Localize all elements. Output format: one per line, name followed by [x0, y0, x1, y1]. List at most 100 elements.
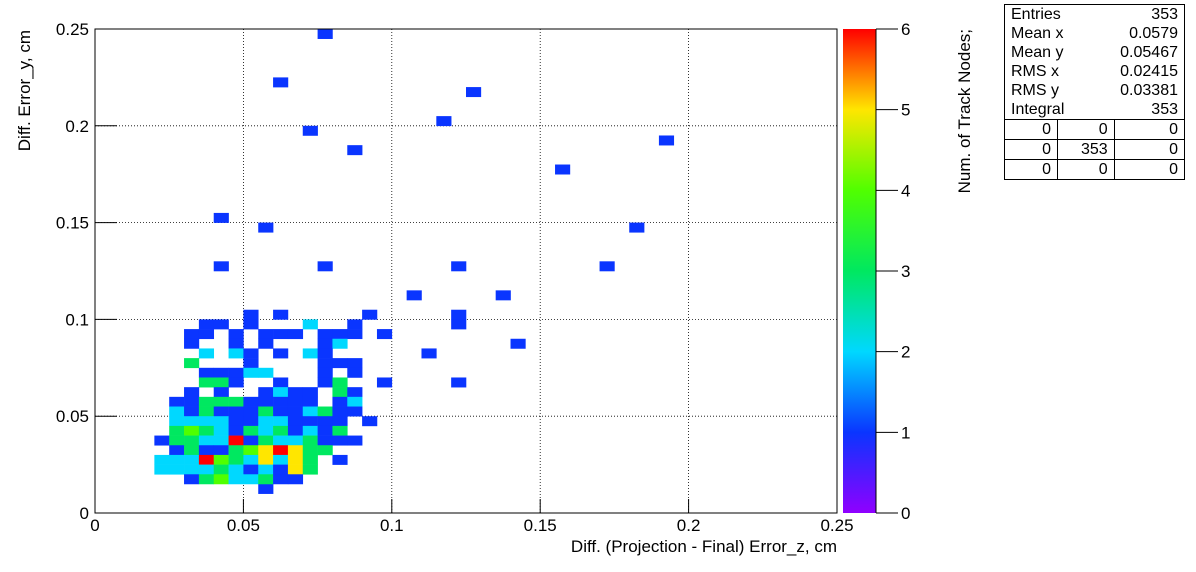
cell: [287, 445, 304, 456]
cell: [228, 406, 244, 417]
cell: [198, 416, 215, 427]
cell: [599, 261, 615, 272]
cell: [154, 454, 170, 465]
cell: [451, 309, 467, 320]
cell: [213, 416, 229, 427]
cell: [317, 367, 333, 378]
stats-grid-cell: 0: [1057, 159, 1115, 180]
chart: Diff. (Projection - Final) Error_z, cm D…: [15, 20, 974, 556]
cell: [184, 416, 200, 427]
cell: [228, 464, 244, 475]
cell: [258, 445, 274, 456]
stats-box: Entries 353 Mean x 0.0579 Mean y 0.05467 RMS x…: [1004, 4, 1186, 180]
cell: [332, 329, 348, 340]
cell: [258, 435, 274, 446]
stats-row: RMS x 0.02415: [1004, 62, 1186, 81]
stats-grid-row: 0 353 0: [1004, 139, 1186, 160]
cell: [347, 387, 363, 398]
cell: [198, 435, 215, 446]
cell: [273, 348, 289, 359]
cell: [213, 435, 229, 446]
cell: [258, 474, 274, 485]
stats-grid-cell: 0: [1113, 119, 1186, 140]
stats-grid-cell: 0: [1004, 139, 1058, 160]
cell: [347, 319, 363, 330]
cell: [302, 125, 318, 136]
cell: [273, 464, 289, 475]
cell: [213, 454, 229, 465]
cell: [495, 290, 511, 301]
cell: [213, 406, 229, 417]
cell: [258, 338, 274, 349]
cell: [184, 396, 200, 407]
cell: [332, 358, 348, 369]
cell: [258, 329, 274, 340]
cell: [243, 396, 259, 407]
x-tick-label: 0: [90, 516, 99, 535]
y-tick-label: 0.25: [56, 20, 89, 39]
cell: [273, 474, 289, 485]
z-tick-label: 3: [901, 262, 910, 281]
stats-row: Mean y 0.05467: [1004, 43, 1186, 62]
cell: [169, 464, 185, 475]
cell: [287, 387, 304, 398]
cell: [332, 396, 348, 407]
cell: [228, 396, 244, 407]
cell: [287, 416, 304, 427]
cell: [287, 425, 304, 436]
cell: [466, 87, 482, 98]
cell: [258, 222, 274, 233]
cell: [347, 329, 363, 340]
cell: [273, 377, 289, 388]
cell: [302, 406, 318, 417]
z-tick-label: 1: [901, 423, 910, 442]
colorbar-title: Num. of Track Nodes;: [955, 29, 974, 193]
cell: [169, 454, 185, 465]
cell: [317, 406, 333, 417]
cell: [213, 212, 229, 223]
cell: [169, 435, 185, 446]
cell: [243, 416, 259, 427]
cell: [258, 396, 274, 407]
z-tick-label: 0: [901, 504, 910, 523]
cell: [213, 425, 229, 436]
cell: [362, 416, 378, 427]
cell: [228, 367, 244, 378]
cell: [451, 377, 467, 388]
cell: [213, 261, 229, 272]
cell: [198, 319, 215, 330]
cell: [198, 329, 215, 340]
cell: [198, 464, 215, 475]
cell: [332, 338, 348, 349]
cell: [273, 406, 289, 417]
cell: [273, 454, 289, 465]
cell: [184, 445, 200, 456]
cell: [273, 77, 289, 88]
cell: [451, 319, 467, 330]
cell: [347, 435, 363, 446]
y-tick-label: 0.2: [65, 117, 89, 136]
cell: [258, 425, 274, 436]
cell: [302, 348, 318, 359]
cell: [287, 406, 304, 417]
cell: [287, 454, 304, 465]
cell: [184, 358, 200, 369]
cell: [184, 338, 200, 349]
stats-row: Entries 353: [1004, 4, 1186, 24]
cell: [258, 387, 274, 398]
stats-key: RMS x: [1004, 62, 1115, 81]
cell: [228, 377, 244, 388]
cell: [258, 416, 274, 427]
cell: [243, 319, 259, 330]
cell: [154, 464, 170, 475]
cell: [317, 29, 333, 39]
cell: [243, 309, 259, 320]
z-tick-label: 2: [901, 343, 910, 362]
stats-key: Integral: [1004, 100, 1115, 120]
cell: [302, 319, 318, 330]
cell: [332, 454, 348, 465]
stats-key: RMS y: [1004, 81, 1115, 100]
